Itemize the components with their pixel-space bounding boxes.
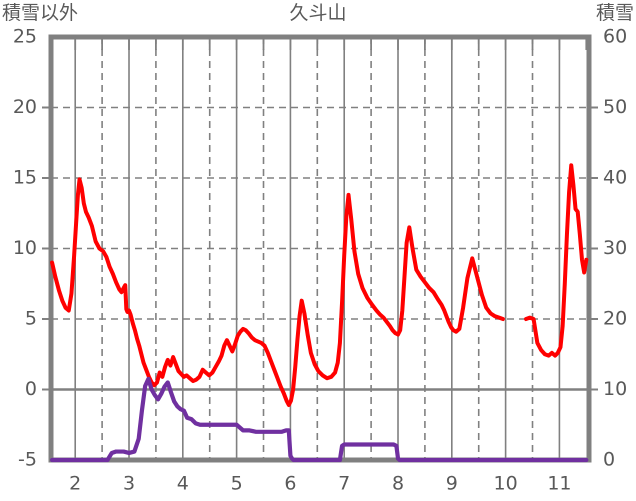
tick-label: 60 xyxy=(603,26,627,48)
tick-label: 5 xyxy=(231,473,243,495)
tick-label: 15 xyxy=(13,167,37,189)
tick-label: 7 xyxy=(338,473,350,495)
series-line-other xyxy=(50,163,589,408)
tick-label: 5 xyxy=(25,308,37,330)
tick-label: 25 xyxy=(13,26,37,48)
tick-label: 50 xyxy=(603,96,627,118)
right-axis-title: 積雪 xyxy=(595,2,634,24)
tick-label: 10 xyxy=(603,378,627,400)
tick-label: 20 xyxy=(603,308,627,330)
left-axis-tick-labels: -5 0 5 10 15 20 25 xyxy=(13,26,37,471)
tick-label: 40 xyxy=(603,167,627,189)
tick-label: 8 xyxy=(392,473,404,495)
tick-label: 9 xyxy=(446,473,458,495)
tick-label: 10 xyxy=(494,473,518,495)
x-axis-tick-labels: 2 3 4 5 6 7 8 9 10 11 xyxy=(69,473,571,495)
tick-label: -5 xyxy=(18,449,37,471)
tick-label: 4 xyxy=(177,473,189,495)
axis-tick-marks xyxy=(42,39,598,391)
tick-label: 3 xyxy=(123,473,135,495)
horizontal-gridlines xyxy=(51,106,589,320)
data-series-group xyxy=(49,163,589,463)
tick-label: 6 xyxy=(284,473,296,495)
tick-label: 30 xyxy=(603,237,627,259)
series-line-snow xyxy=(49,376,589,463)
tick-label: 2 xyxy=(69,473,81,495)
right-axis-tick-labels: 0 10 20 30 40 50 60 xyxy=(603,26,627,471)
tick-label: 11 xyxy=(547,473,571,495)
tick-label: 10 xyxy=(13,237,37,259)
left-axis-title: 積雪以外 xyxy=(2,2,79,24)
chart-title: 久斗山 xyxy=(289,2,347,24)
tick-label: 0 xyxy=(603,449,615,471)
tick-label: 0 xyxy=(25,378,37,400)
tick-label: 20 xyxy=(13,96,37,118)
